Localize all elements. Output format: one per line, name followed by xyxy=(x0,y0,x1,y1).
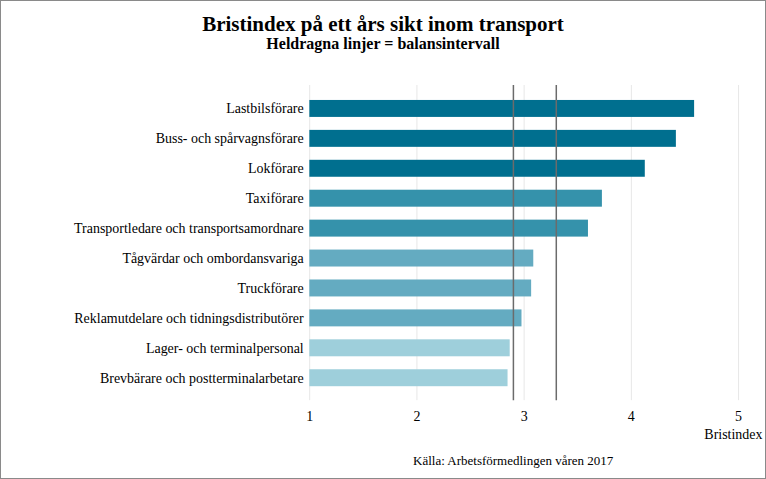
svg-text:Lokförare: Lokförare xyxy=(248,161,304,176)
svg-text:2: 2 xyxy=(413,409,420,424)
svg-text:5: 5 xyxy=(735,409,742,424)
svg-text:1: 1 xyxy=(306,409,313,424)
svg-text:Truckförare: Truckförare xyxy=(238,281,304,296)
svg-text:Tågvärdar och ombordansvariga: Tågvärdar och ombordansvariga xyxy=(122,251,303,266)
svg-text:Brevbärare och postterminalarb: Brevbärare och postterminalarbetare xyxy=(100,371,304,386)
svg-text:Lager- och terminalpersonal: Lager- och terminalpersonal xyxy=(146,341,304,356)
svg-text:Buss- och spårvagnsförare: Buss- och spårvagnsförare xyxy=(156,131,304,146)
html-text:Heldragna linjer = balansinter: Heldragna linjer = balansintervall xyxy=(266,35,500,52)
svg-text:Lastbilsförare: Lastbilsförare xyxy=(226,101,304,116)
svg-text:Bristindex: Bristindex xyxy=(704,427,762,442)
svg-text:Taxiförare: Taxiförare xyxy=(246,191,304,206)
html-text:Källa: Arbetsförmedlingen våre: Källa: Arbetsförmedlingen våren 2017 xyxy=(413,453,614,468)
svg-text:4: 4 xyxy=(628,409,635,424)
svg-text:Transportledare och transports: Transportledare och transportsamordnare xyxy=(74,221,304,236)
svg-text:Reklamutdelare och tidningsdis: Reklamutdelare och tidningsdistributörer xyxy=(74,311,304,326)
html-text:Bristindex på ett års sikt ino: Bristindex på ett års sikt inom transpor… xyxy=(202,12,564,36)
svg-text:3: 3 xyxy=(521,409,528,424)
